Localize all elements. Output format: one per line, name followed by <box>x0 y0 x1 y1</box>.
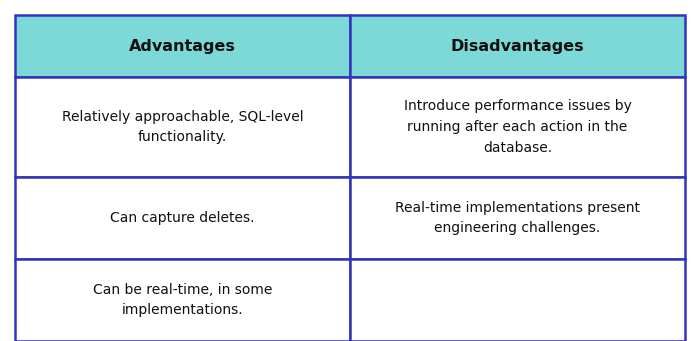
Bar <box>350 259 685 341</box>
Bar <box>15 259 350 341</box>
Text: Real-time implementations present
engineering challenges.: Real-time implementations present engine… <box>395 201 640 235</box>
Bar <box>350 77 685 177</box>
Text: Can be real-time, in some
implementations.: Can be real-time, in some implementation… <box>93 283 272 317</box>
Bar <box>15 77 350 177</box>
Text: Introduce performance issues by
running after each action in the
database.: Introduce performance issues by running … <box>404 99 631 154</box>
Text: Can capture deletes.: Can capture deletes. <box>111 211 255 225</box>
Bar <box>15 15 350 77</box>
Text: Relatively approachable, SQL-level
functionality.: Relatively approachable, SQL-level funct… <box>62 110 303 144</box>
Bar <box>350 15 685 77</box>
Bar <box>15 177 350 259</box>
Bar <box>350 177 685 259</box>
Text: Disadvantages: Disadvantages <box>451 39 584 54</box>
Text: Advantages: Advantages <box>129 39 236 54</box>
